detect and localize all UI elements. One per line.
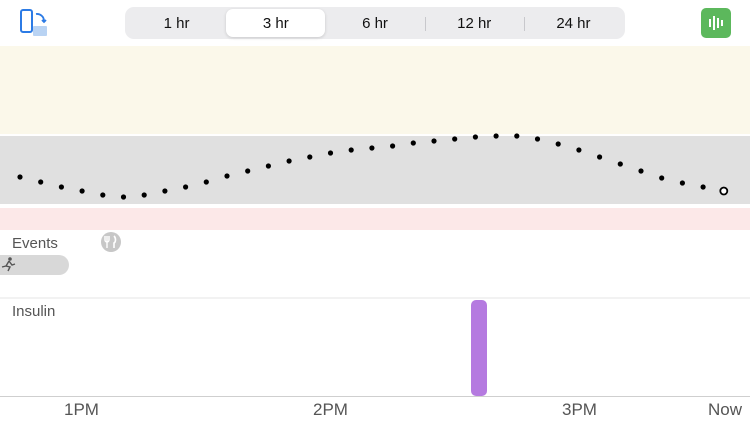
glucose-point	[700, 184, 706, 190]
range-1hr[interactable]: 1 hr	[163, 14, 190, 32]
glucose-point	[659, 175, 665, 181]
tick-1pm: 1PM	[64, 400, 99, 419]
tick-now: Now	[708, 400, 743, 419]
fork-knife-icon	[104, 235, 117, 248]
glucose-readings	[17, 133, 729, 200]
range-24hr[interactable]: 24 hr	[523, 9, 623, 37]
glucose-point	[141, 192, 147, 198]
glucose-point	[100, 192, 106, 198]
target-range-band	[0, 136, 750, 204]
glucose-point	[452, 136, 458, 142]
glucose-point	[58, 184, 64, 190]
glucose-point	[555, 141, 561, 147]
glucose-point	[265, 163, 271, 169]
glucose-point	[431, 138, 437, 144]
running-figure-icon	[1, 257, 16, 272]
glucose-point	[410, 140, 416, 146]
glucose-point	[679, 180, 686, 186]
glucose-point	[493, 133, 499, 139]
glucose-point	[307, 154, 313, 160]
activity-event[interactable]	[0, 255, 69, 275]
range-6hr[interactable]: 6 hr	[362, 14, 388, 32]
rotate-device-button[interactable]	[18, 8, 50, 38]
glucose-point	[327, 150, 334, 156]
range-3hr[interactable]: 3 hr	[226, 9, 326, 37]
glucose-point	[162, 188, 168, 194]
glucose-point	[120, 194, 127, 200]
glucose-point	[183, 184, 189, 190]
glucose-point	[203, 179, 209, 185]
glucose-point	[17, 174, 23, 180]
glucose-point	[472, 134, 478, 140]
glucose-point	[534, 136, 541, 142]
latest-glucose-point	[719, 186, 729, 196]
glucose-point	[79, 188, 85, 194]
tick-2pm: 2PM	[313, 400, 348, 419]
events-label: Events	[12, 235, 58, 252]
tick-3pm: 3PM	[562, 400, 597, 419]
glucose-point	[369, 145, 375, 151]
glucose-point	[224, 173, 230, 179]
high-range-band	[0, 46, 750, 134]
range-12hr[interactable]: 12 hr	[424, 9, 524, 37]
glucose-point	[38, 179, 44, 185]
time-range-selector: 1 hr 3 hr 6 hr 12 hr 24 hr	[125, 7, 625, 39]
glucose-point	[245, 168, 251, 174]
glucose-point	[390, 143, 396, 149]
glucose-point	[597, 154, 603, 160]
insulin-label: Insulin	[12, 303, 56, 320]
glucose-point	[576, 147, 582, 153]
glucose-point	[348, 147, 354, 153]
bar-chart-icon	[709, 16, 723, 30]
rotate-device-icon	[20, 9, 47, 36]
meal-event[interactable]	[101, 232, 121, 252]
glucose-point	[514, 133, 520, 139]
statistics-button[interactable]	[701, 8, 731, 38]
low-range-band	[0, 208, 750, 230]
insulin-dose-bar[interactable]	[471, 300, 487, 396]
glucose-point	[638, 168, 644, 174]
glucose-point	[286, 158, 292, 164]
glucose-point	[617, 161, 623, 167]
